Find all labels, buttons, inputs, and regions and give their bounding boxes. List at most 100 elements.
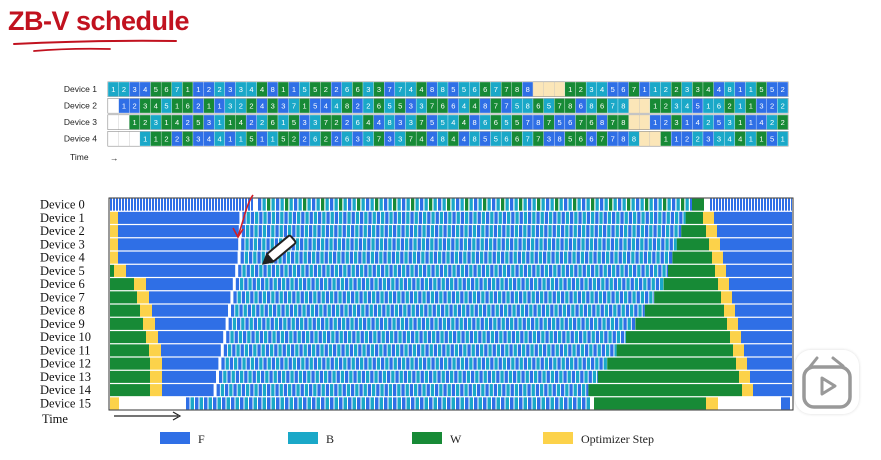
top-cell-label: 3 [387,135,391,144]
steady-block [517,370,521,383]
steady-block [316,251,320,264]
top-cell-label: 4 [260,102,264,111]
legend-swatch-F [160,432,190,444]
steady-block [332,370,336,383]
steady-block [364,357,368,370]
steady-block [367,238,371,251]
steady-block [569,291,573,304]
warmup-stripe [131,198,133,211]
steady-block [249,344,253,357]
steady-block [375,251,379,264]
top-cell-label: 3 [313,118,317,127]
steady-block [496,397,500,410]
legend-swatch-optimizer [543,432,573,444]
steady-block [249,397,253,410]
steady-block [289,198,293,211]
steady-block [259,331,264,344]
warmup-stripe [767,198,769,211]
steady-block [624,264,628,277]
top-cell-label: 5 [504,118,508,127]
steady-block [489,317,493,330]
steady-block [531,317,535,330]
steady-block [246,225,250,238]
steady-block [262,238,266,251]
steady-block [532,357,536,370]
video-play-button[interactable] [795,350,859,414]
steady-block [262,291,267,304]
top-cell-label: 1 [239,135,243,144]
steady-block [474,198,478,211]
steady-block [564,198,568,211]
steady-block [558,304,562,317]
steady-block [418,225,422,238]
steady-block [418,357,423,370]
steady-block [235,278,240,291]
play-icon [802,356,852,409]
steady-block [454,251,459,264]
steady-block [235,370,240,383]
steady-block [294,278,298,291]
top-cell-label: 5 [515,118,519,127]
top-cell-label: 5 [547,102,551,111]
steady-block [523,384,527,397]
steady-block [505,251,509,264]
steady-block [556,238,560,251]
steady-block [544,225,548,238]
steady-block [296,384,300,397]
steady-block [384,317,388,330]
steady-block [616,211,620,224]
optimizer-block [146,331,158,344]
steady-block [405,225,409,238]
steady-block [363,225,367,238]
steady-block [522,344,526,357]
f-block [714,211,792,224]
steady-block [460,384,464,397]
steady-block [421,251,425,264]
steady-block [339,397,343,410]
steady-block [258,291,262,304]
steady-block [487,278,492,291]
steady-block [583,331,587,344]
top-cell-label: 1 [738,85,742,94]
steady-block [240,251,244,264]
steady-block [406,211,410,224]
steady-block [435,357,439,370]
steady-block [404,251,408,264]
steady-block [538,278,542,291]
steady-block [415,331,419,344]
steady-block [515,264,519,277]
top-cell-label: 5 [196,118,200,127]
steady-block [263,264,267,277]
steady-block [300,291,304,304]
steady-block [438,397,442,410]
steady-block [607,211,612,224]
steady-block [493,317,497,330]
steady-block [367,317,371,330]
steady-block [457,304,462,317]
top-cell-label: 1 [685,118,689,127]
steady-block [573,317,577,330]
warmup-stripe [779,198,781,211]
steady-block [654,264,658,277]
steady-block [517,251,522,264]
steady-block [322,264,326,277]
steady-block [343,357,347,370]
steady-block [303,278,307,291]
steady-block [490,211,494,224]
steady-block [567,370,571,383]
warmup-stripe [188,198,190,211]
steady-block [551,344,555,357]
steady-block [354,251,358,264]
steady-block [267,357,271,370]
steady-block [451,238,455,251]
steady-block [569,225,573,238]
steady-block [586,198,590,211]
steady-block [393,397,397,410]
w-block [654,291,721,304]
bottom-device-label: Device 9 [40,317,85,331]
steady-block [367,225,372,238]
steady-block [526,238,531,251]
steady-block [348,198,352,211]
steady-block [389,211,393,224]
top-cell-label: 8 [526,85,530,94]
